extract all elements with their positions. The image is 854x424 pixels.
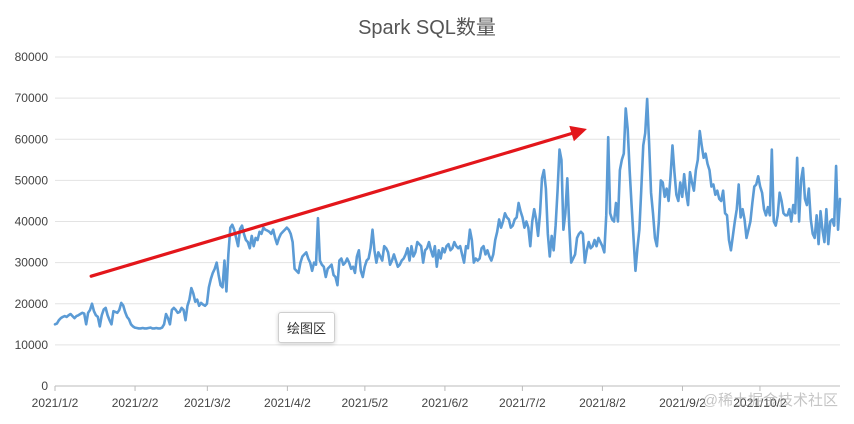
y-tick-label: 10000: [15, 338, 49, 352]
y-tick-label: 40000: [15, 215, 49, 229]
series-line: [53, 97, 842, 330]
y-tick-label: 0: [41, 379, 48, 393]
x-tick-label: 2021/6/2: [422, 396, 469, 410]
chart-title: Spark SQL数量: [358, 17, 496, 39]
trend-arrow: [89, 125, 587, 278]
y-tick-label: 20000: [15, 297, 49, 311]
x-tick-label: 2021/9/2: [659, 396, 706, 410]
grid-lines: [55, 56, 840, 387]
y-tick-label: 60000: [15, 132, 49, 146]
x-tick-label: 2021/10/2: [733, 396, 787, 410]
arrow-shaft: [89, 131, 574, 278]
y-tick-label: 80000: [15, 50, 49, 64]
y-tick-label: 30000: [15, 256, 49, 270]
plot-area-tooltip: 绘图区: [278, 312, 336, 343]
arrow-head: [569, 125, 587, 142]
y-tick-label: 50000: [15, 173, 49, 187]
x-tick-label: 2021/3/2: [184, 396, 231, 410]
series-layer: [53, 97, 842, 330]
x-tick-label: 2021/8/2: [579, 396, 626, 410]
y-tick-label: 70000: [15, 91, 49, 105]
x-tick-label: 2021/2/2: [112, 396, 159, 410]
watermark: @稀土掘金技术社区: [702, 392, 838, 409]
x-tick-label: 2021/5/2: [342, 396, 389, 410]
x-tick-label: 2021/1/2: [32, 396, 79, 410]
x-tick-label: 2021/7/2: [499, 396, 546, 410]
x-tick-label: 2021/4/2: [264, 396, 311, 410]
axes: 0 10000 20000 30000 40000 50000 60000 70000 8000…: [15, 50, 787, 410]
